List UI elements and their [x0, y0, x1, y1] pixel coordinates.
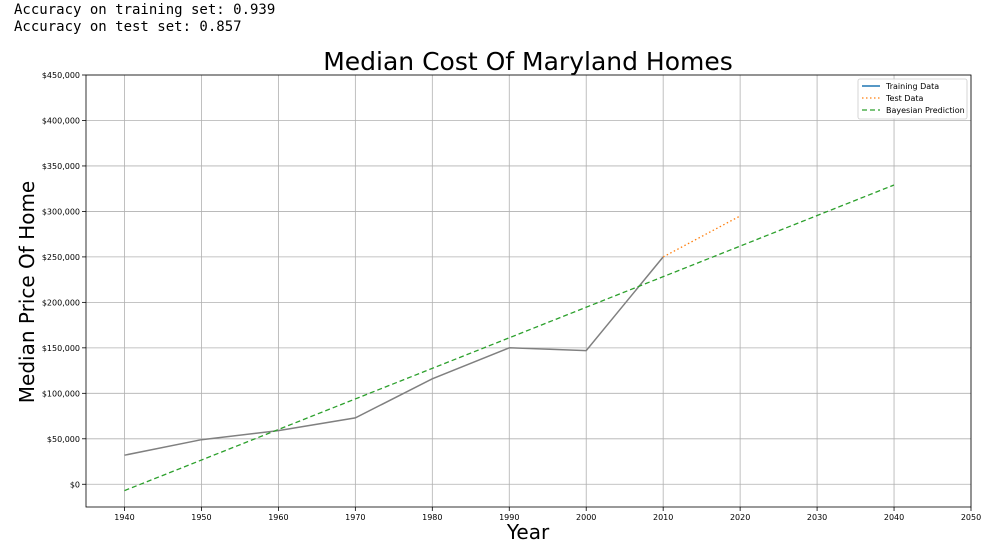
x-tick-label: 1940 [114, 513, 134, 522]
x-tick-label: 2020 [730, 513, 750, 522]
y-tick-label: $50,000 [47, 435, 80, 444]
bayesian-prediction-line [124, 184, 895, 492]
legend-label-bayesian-prediction: Bayesian Prediction [886, 106, 965, 115]
x-tick-label: 2040 [884, 513, 904, 522]
y-tick-label: $100,000 [42, 389, 80, 398]
y-tick-label: $300,000 [42, 207, 80, 216]
tick-layer: 1940 1950 1960 1970 1980 1990 2000 2010 2020 2030… [42, 71, 981, 522]
x-tick-label: 1960 [268, 513, 288, 522]
legend-label-test-data: Test Data [885, 94, 923, 103]
plot-frame [85, 74, 972, 508]
grid [86, 74, 972, 507]
y-tick-label: $250,000 [42, 253, 80, 262]
legend-box [857, 78, 968, 120]
y-tick-label: $200,000 [42, 298, 80, 307]
console-output: Accuracy on training set: 0.939 Accuracy… [14, 2, 275, 36]
x-tick-label: 1990 [499, 513, 519, 522]
series-layer [124, 184, 895, 492]
x-tick-label: 1980 [422, 513, 442, 522]
y-tick-label: $0 [70, 480, 80, 489]
training-data-line [124, 256, 664, 456]
test-data-line [662, 215, 741, 258]
x-axis-label: Year [506, 520, 550, 544]
legend: Training Data Test Data Bayesian Predictio… [857, 78, 968, 120]
x-tick-label: 1950 [191, 513, 211, 522]
y-tick-label: $400,000 [42, 116, 80, 125]
y-tick-label: $150,000 [42, 344, 80, 353]
chart-title: Median Cost Of Maryland Homes [323, 47, 733, 76]
y-tick-label: $450,000 [42, 71, 80, 80]
test-accuracy-line: Accuracy on test set: 0.857 [14, 19, 242, 35]
x-tick-label: 2010 [653, 513, 673, 522]
x-tick-label: 2030 [807, 513, 827, 522]
x-tick-label: 2000 [576, 513, 596, 522]
x-tick-label: 2050 [961, 513, 981, 522]
legend-label-training-data: Training Data [885, 82, 939, 91]
training-accuracy-line: Accuracy on training set: 0.939 [14, 2, 276, 18]
y-axis-label: Median Price Of Home [15, 181, 39, 403]
y-tick-label: $350,000 [42, 162, 80, 171]
x-tick-label: 1970 [345, 513, 365, 522]
